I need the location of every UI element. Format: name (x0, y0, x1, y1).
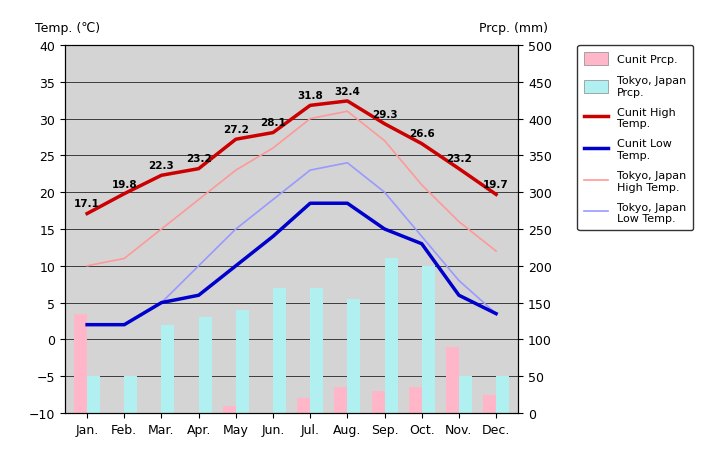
Bar (236, 310, 249, 413)
Text: 32.4: 32.4 (334, 87, 360, 96)
Bar (347, 299, 361, 413)
Bar (422, 266, 435, 413)
Legend: Cunit Prcp., Tokyo, Japan
Prcp., Cunit High
Temp., Cunit Low
Temp., Tokyo, Japan: Cunit Prcp., Tokyo, Japan Prcp., Cunit H… (577, 46, 693, 230)
Bar (222, 406, 236, 413)
Text: 23.2: 23.2 (186, 154, 212, 164)
Bar (199, 318, 212, 413)
Bar (74, 314, 87, 413)
Text: 26.6: 26.6 (409, 129, 435, 139)
Text: 31.8: 31.8 (297, 91, 323, 101)
Bar (87, 376, 100, 413)
Bar (409, 387, 422, 413)
Text: 22.3: 22.3 (148, 161, 174, 171)
Bar (273, 288, 286, 413)
Bar (459, 376, 472, 413)
Bar (483, 395, 496, 413)
Bar (125, 376, 138, 413)
Text: Prcp. (mm): Prcp. (mm) (479, 22, 548, 35)
Bar (334, 387, 347, 413)
Text: Temp. (℃): Temp. (℃) (35, 22, 101, 35)
Bar (496, 376, 509, 413)
Text: 17.1: 17.1 (74, 199, 100, 209)
Bar (161, 325, 174, 413)
Bar (310, 288, 323, 413)
Text: 27.2: 27.2 (223, 125, 249, 135)
Bar (384, 259, 397, 413)
Bar (372, 391, 384, 413)
Text: 19.7: 19.7 (483, 180, 509, 190)
Text: 28.1: 28.1 (260, 118, 286, 128)
Bar (446, 347, 459, 413)
Text: 29.3: 29.3 (372, 109, 397, 119)
Text: 23.2: 23.2 (446, 154, 472, 164)
Text: 19.8: 19.8 (112, 179, 137, 189)
Bar (297, 398, 310, 413)
